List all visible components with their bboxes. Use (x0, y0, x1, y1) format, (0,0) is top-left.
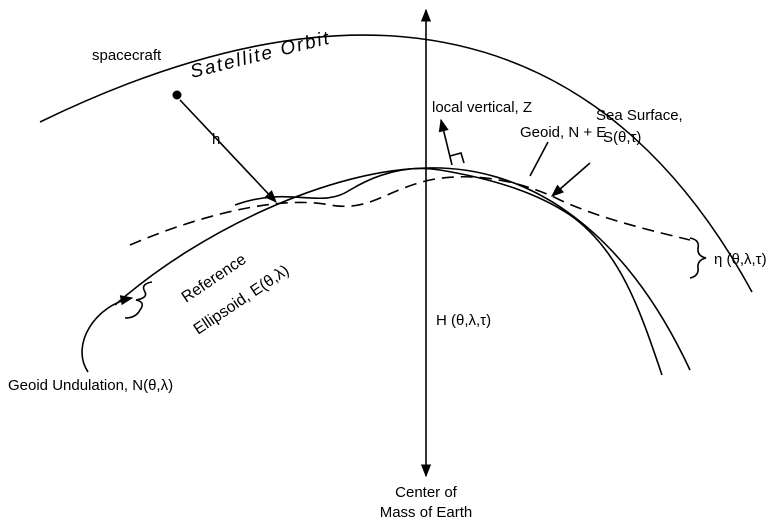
right-angle (449, 152, 465, 164)
geoid-label: Geoid, N + E (520, 124, 606, 141)
sea-leader (551, 162, 591, 197)
eta-label: η (θ,λ,τ) (714, 251, 767, 268)
undulation-arrow (81, 295, 134, 373)
center-label: Mass of Earth (380, 504, 473, 521)
spacecraft-label: spacecraft (92, 47, 162, 64)
orbit (39, 34, 753, 293)
ellipsoid-curve (114, 167, 691, 371)
left-brace (124, 281, 153, 319)
right-brace (689, 237, 707, 279)
h-label: h (212, 131, 220, 148)
center-label: Center of (395, 484, 458, 501)
undulation-label: Geoid Undulation, N(θ,λ) (8, 377, 173, 394)
h-arrow (179, 99, 277, 203)
sea-surface-label: Sea Surface, (596, 107, 683, 124)
geoid-curve (234, 167, 663, 376)
spacecraft-dot (172, 90, 182, 100)
h-total-label: H (θ,λ,τ) (436, 312, 491, 329)
local-vertical-label: local vertical, Z (432, 99, 532, 116)
vertical-arrow (438, 118, 453, 166)
geoid-leader (529, 141, 549, 177)
sea-surface-label: S(θ,τ) (603, 129, 641, 146)
orbit-label: Satellite Orbit (188, 28, 333, 83)
